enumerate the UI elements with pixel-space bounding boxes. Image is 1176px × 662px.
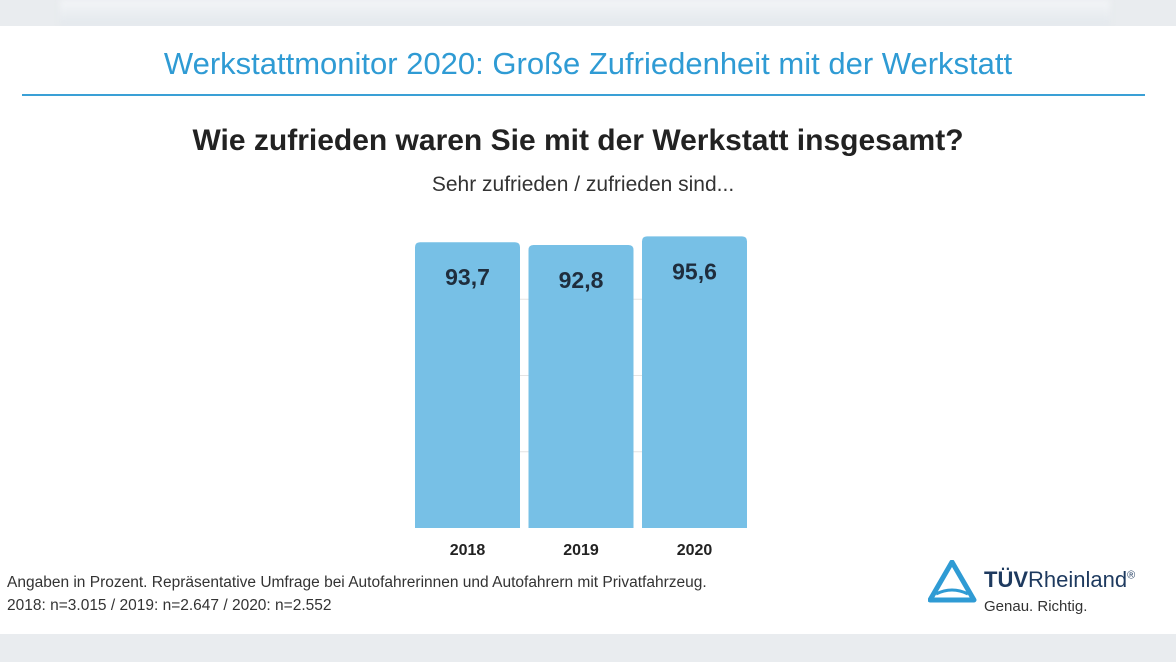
footnote-method: Angaben in Prozent. Repräsentative Umfra… bbox=[7, 574, 707, 591]
bar-2019 bbox=[528, 244, 634, 528]
tuv-rheinland-logo: TÜVRheinland® Genau. Richtig. bbox=[928, 560, 1168, 620]
footnote-sample-sizes: 2018: n=3.015 / 2019: n=2.647 / 2020: n=… bbox=[7, 597, 332, 614]
triangle-logo-icon bbox=[928, 560, 977, 603]
x-tick-label: 2018 bbox=[450, 542, 486, 559]
chart-title: Wie zufrieden waren Sie mit der Werkstat… bbox=[192, 124, 964, 157]
data-label: 95,6 bbox=[672, 258, 717, 284]
x-tick-label: 2020 bbox=[677, 542, 713, 559]
logo-brand: TÜVRheinland® bbox=[984, 567, 1136, 592]
bar-2018 bbox=[415, 242, 520, 528]
bar-2020 bbox=[642, 236, 747, 529]
title-divider bbox=[22, 94, 1145, 96]
chart-subtitle: Sehr zufrieden / zufrieden sind... bbox=[431, 173, 735, 196]
page-title: Werkstattmonitor 2020: Große Zufriedenhe… bbox=[163, 46, 1013, 81]
data-label: 92,8 bbox=[559, 267, 604, 293]
logo-tagline: Genau. Richtig. bbox=[984, 598, 1088, 615]
data-label: 93,7 bbox=[445, 264, 490, 290]
blurred-background bbox=[60, 0, 1110, 26]
x-tick-label: 2019 bbox=[563, 542, 599, 559]
